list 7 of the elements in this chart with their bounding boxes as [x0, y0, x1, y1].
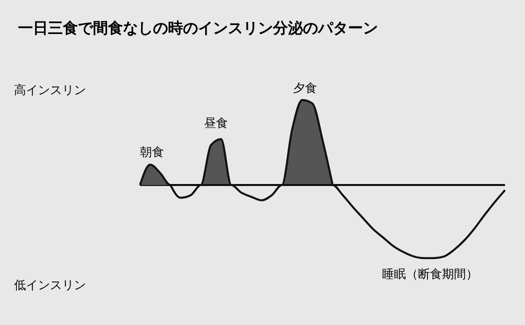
text: 夕食 — [293, 81, 317, 95]
chart-title: 一日三食で間食なしの時のインスリン分泌のパターン — [18, 19, 378, 37]
annotation: 朝食 — [140, 145, 164, 159]
text: 睡眠（断食期間） — [382, 267, 478, 281]
text: 低インスリン — [14, 278, 86, 292]
annotation: 昼食 — [204, 116, 228, 130]
text: 高インスリン — [14, 83, 86, 97]
